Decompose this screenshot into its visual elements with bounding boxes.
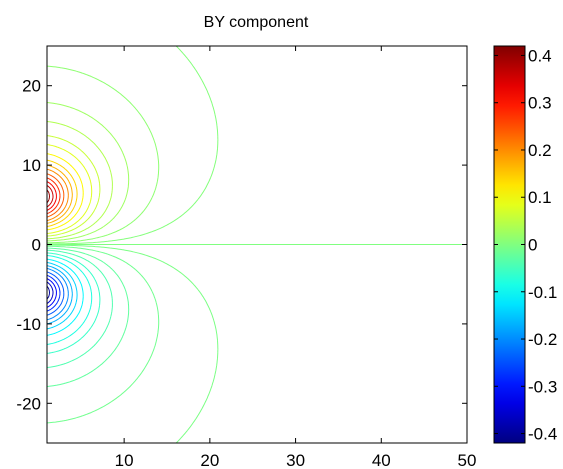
- x-tick-label: 10: [115, 451, 134, 469]
- colorbar-tick-label: 0: [528, 236, 537, 255]
- contour-level-6: [47, 164, 73, 224]
- contour-level-24: [47, 267, 69, 321]
- chart-title: BY component: [204, 14, 309, 31]
- contour-level-21: [47, 258, 84, 336]
- x-tick-label: 20: [200, 451, 219, 469]
- colorbar-gradient: [493, 45, 526, 444]
- contour-level-15: [47, 244, 219, 443]
- y-tick-label: -10: [16, 315, 41, 334]
- x-axis: 10 20 30 40 50: [115, 46, 477, 469]
- contour-level-10: [47, 135, 101, 237]
- x-tick-label: 40: [372, 451, 391, 469]
- contour-level-18: [47, 249, 113, 368]
- contour-level-20: [47, 255, 93, 345]
- y-tick-label: 20: [22, 77, 41, 96]
- colorbar-tick-label: 0.4: [528, 46, 552, 65]
- contour-lines: [47, 46, 467, 443]
- colorbar-tick-label: -0.4: [528, 425, 557, 444]
- contour-level-9: [47, 144, 93, 234]
- colorbar-tick-label: 0.1: [528, 188, 552, 207]
- contour-level-17: [47, 247, 130, 387]
- contour-level-12: [47, 102, 130, 242]
- x-tick-label: 50: [458, 451, 477, 469]
- contour-level-5: [47, 168, 69, 222]
- x-tick-label: 30: [286, 451, 305, 469]
- colorbar-tick-label: -0.2: [528, 330, 557, 349]
- contour-level-4: [47, 173, 65, 218]
- y-tick-label: -20: [16, 394, 41, 413]
- contour-level-1: [47, 185, 54, 208]
- colorbar: 0.4 0.3 0.2 0.1 0 -0.1 -0.2 -0.3 -0.4: [493, 45, 557, 444]
- y-tick-label: 10: [22, 156, 41, 175]
- contour-level-27: [47, 278, 57, 308]
- colorbar-tick-label: -0.3: [528, 377, 557, 396]
- contour-level-3: [47, 177, 61, 215]
- colorbar-tick-label: 0.2: [528, 141, 552, 160]
- contour-level-13: [47, 65, 160, 244]
- contour-level-0: [47, 189, 50, 204]
- contour-level-8: [47, 153, 84, 231]
- contour-level-22: [47, 262, 78, 330]
- contour-level-16: [47, 245, 160, 424]
- contour-level-11: [47, 121, 113, 240]
- y-tick-label: 0: [32, 236, 41, 255]
- contour-level-19: [47, 252, 101, 354]
- colorbar-tick-label: 0.3: [528, 94, 552, 113]
- contour-level-26: [47, 274, 61, 312]
- y-axis: 20 10 0 -10 -20: [16, 77, 467, 413]
- contour-level-28: [47, 281, 54, 304]
- contour-level-14: [47, 46, 219, 245]
- colorbar-tick-label: -0.1: [528, 283, 557, 302]
